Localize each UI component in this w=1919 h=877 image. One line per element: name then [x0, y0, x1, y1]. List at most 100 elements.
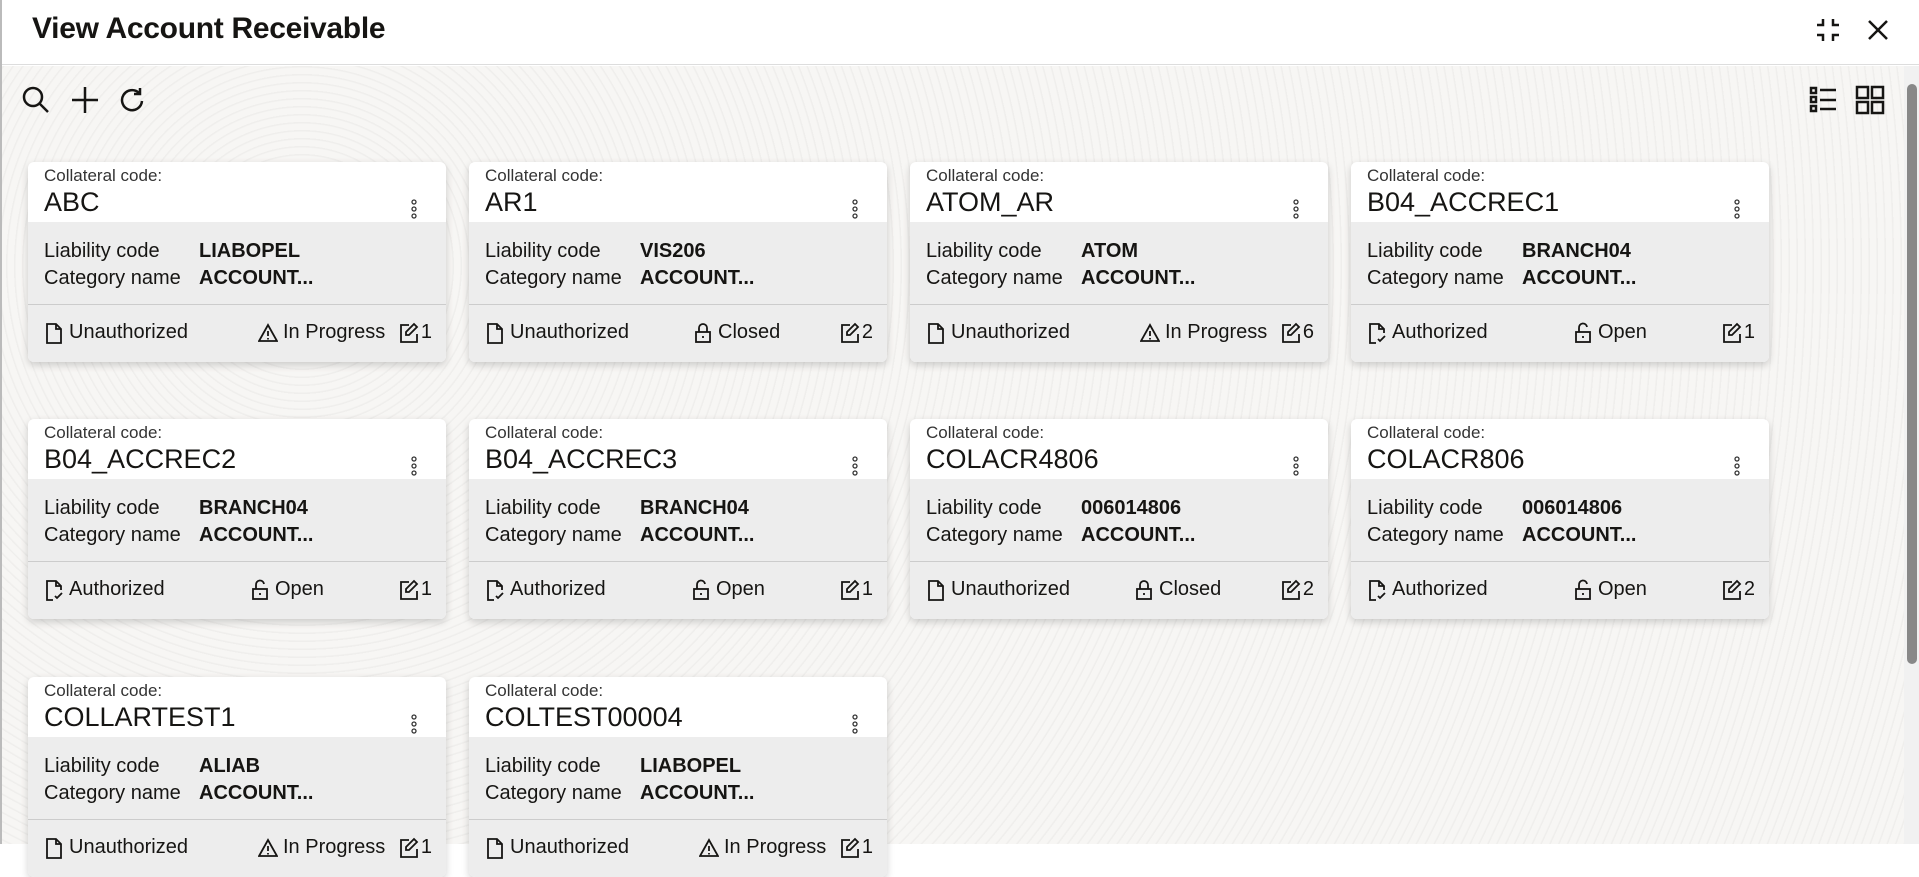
collateral-card[interactable]: Collateral code: AR1 Liability code VIS20…: [469, 162, 887, 362]
more-options-icon[interactable]: [1733, 198, 1741, 220]
record-status-text: Closed: [1159, 578, 1222, 600]
collateral-code-label: Collateral code:: [44, 423, 163, 442]
card-grid-area: Collateral code: ABC Liability code LIABO…: [2, 66, 1919, 877]
modification-count: 2: [1281, 578, 1314, 601]
authorization-status: Unauthorized: [926, 321, 1070, 344]
authorization-status: Authorized: [44, 578, 165, 601]
lock-icon: [1136, 579, 1152, 600]
collateral-card[interactable]: Collateral code: ABC Liability code LIABO…: [28, 162, 446, 362]
authorization-status-text: Authorized: [69, 578, 165, 600]
collateral-code-value: B04_ACCREC3: [485, 444, 678, 474]
more-options-icon[interactable]: [410, 713, 418, 735]
category-name-label: Category name: [1367, 267, 1504, 289]
more-options-icon[interactable]: [1292, 455, 1300, 477]
authorization-status: Unauthorized: [485, 321, 629, 344]
collateral-card[interactable]: Collateral code: B04_ACCREC2 Liability c…: [28, 419, 446, 619]
warning-icon: [258, 837, 278, 857]
document-icon: [928, 322, 944, 344]
refresh-icon[interactable]: [116, 84, 148, 116]
more-options-icon[interactable]: [410, 455, 418, 477]
authorization-status-text: Unauthorized: [69, 321, 188, 343]
collateral-code-value: COLACR4806: [926, 444, 1099, 474]
category-name-value: ACCOUNT...: [199, 782, 314, 804]
minimize-icon[interactable]: [1812, 14, 1844, 46]
edit-icon: [399, 322, 419, 343]
modification-count-text: 1: [420, 578, 432, 600]
modification-count: 1: [1722, 321, 1755, 344]
collateral-code-label: Collateral code:: [485, 423, 604, 442]
authorization-status-text: Unauthorized: [510, 836, 629, 858]
close-icon[interactable]: [1862, 14, 1894, 46]
collateral-code-label: Collateral code:: [926, 166, 1045, 185]
record-status-text: Closed: [718, 321, 781, 343]
liability-code-label: Liability code: [485, 240, 601, 262]
liability-code-value: 006014806: [1081, 497, 1182, 519]
record-status: Closed: [693, 321, 780, 344]
edit-icon: [1281, 579, 1301, 600]
authorization-status-text: Unauthorized: [69, 836, 188, 858]
authorization-status: Unauthorized: [926, 578, 1070, 601]
collateral-card[interactable]: Collateral code: B04_ACCREC1 Liability c…: [1351, 162, 1769, 362]
collateral-code-label: Collateral code:: [485, 681, 604, 700]
category-name-label: Category name: [485, 524, 622, 546]
category-name-label: Category name: [485, 267, 622, 289]
category-name-label: Category name: [926, 524, 1063, 546]
category-name-label: Category name: [926, 267, 1063, 289]
category-name-value: ACCOUNT...: [1081, 524, 1196, 546]
document-icon: [928, 579, 944, 601]
category-name-label: Category name: [1367, 524, 1504, 546]
modification-count-text: 6: [1302, 321, 1314, 343]
record-status-text: In Progress: [283, 836, 386, 858]
liability-code-label: Liability code: [1367, 497, 1483, 519]
authorization-status: Authorized: [485, 578, 606, 601]
liability-code-value: ATOM: [1081, 240, 1139, 262]
liability-code-label: Liability code: [926, 240, 1042, 262]
category-name-label: Category name: [485, 782, 622, 804]
collateral-code-label: Collateral code:: [485, 166, 604, 185]
edit-icon: [399, 837, 419, 858]
list-view-icon[interactable]: [1808, 84, 1840, 116]
collateral-card[interactable]: Collateral code: B04_ACCREC3 Liability c…: [469, 419, 887, 619]
category-name-value: ACCOUNT...: [199, 267, 314, 289]
edit-icon: [840, 579, 860, 600]
collateral-code-value: COLTEST00004: [485, 702, 683, 732]
authorization-status-text: Authorized: [1392, 321, 1488, 343]
more-options-icon[interactable]: [851, 455, 859, 477]
vertical-scrollbar[interactable]: [1904, 66, 1919, 844]
record-status: In Progress: [258, 321, 385, 344]
collateral-code-label: Collateral code:: [44, 681, 163, 700]
record-status: In Progress: [1140, 321, 1267, 344]
more-options-icon[interactable]: [410, 198, 418, 220]
grid-view-icon[interactable]: [1854, 84, 1886, 116]
more-options-icon[interactable]: [851, 198, 859, 220]
collateral-card[interactable]: Collateral code: COLLARTEST1 Liability c…: [28, 677, 446, 877]
authorization-status-text: Authorized: [510, 578, 606, 600]
collateral-card[interactable]: Collateral code: ATOM_AR Liability code A…: [910, 162, 1328, 362]
add-icon[interactable]: [69, 84, 101, 116]
unlock-icon: [252, 579, 268, 600]
search-icon[interactable]: [20, 84, 52, 116]
authorization-status: Authorized: [1367, 321, 1488, 344]
collateral-card[interactable]: Collateral code: COLACR806 Liability cod…: [1351, 419, 1769, 619]
modification-count-text: 1: [861, 578, 873, 600]
modification-count-text: 1: [420, 321, 432, 343]
modification-count: 2: [1722, 578, 1755, 601]
collateral-code-label: Collateral code:: [926, 423, 1045, 442]
collateral-card[interactable]: Collateral code: COLTEST00004 Liability …: [469, 677, 887, 877]
more-options-icon[interactable]: [851, 713, 859, 735]
category-name-value: ACCOUNT...: [640, 267, 755, 289]
authorization-status: Unauthorized: [44, 836, 188, 859]
more-options-icon[interactable]: [1292, 198, 1300, 220]
category-name-value: ACCOUNT...: [1522, 267, 1637, 289]
record-status: Open: [250, 578, 324, 601]
liability-code-value: LIABOPEL: [640, 755, 742, 777]
liability-code-value: VIS206: [640, 240, 706, 262]
scrollbar-thumb[interactable]: [1907, 84, 1917, 664]
authorization-status: Unauthorized: [485, 836, 629, 859]
collateral-code-label: Collateral code:: [1367, 423, 1486, 442]
collateral-code-value: ABC: [44, 187, 100, 217]
more-options-icon[interactable]: [1733, 455, 1741, 477]
collateral-card[interactable]: Collateral code: COLACR4806 Liability co…: [910, 419, 1328, 619]
warning-icon: [258, 322, 278, 342]
liability-code-label: Liability code: [485, 497, 601, 519]
